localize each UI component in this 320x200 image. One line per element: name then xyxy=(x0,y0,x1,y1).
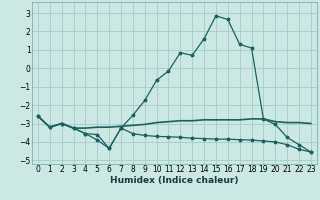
X-axis label: Humidex (Indice chaleur): Humidex (Indice chaleur) xyxy=(110,176,239,185)
